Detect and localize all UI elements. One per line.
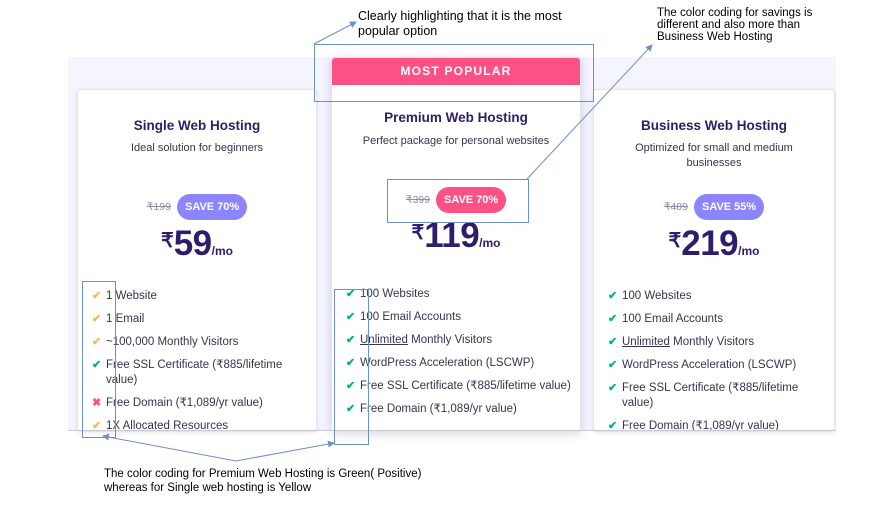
- check-icon: ✔: [92, 420, 102, 432]
- original-price: ₹399: [405, 194, 430, 206]
- feature-item: ✔ 1X Allocated Resources: [92, 419, 308, 432]
- feature-text: 100 Websites: [360, 288, 430, 300]
- feature-item: ✔ 100 Email Accounts: [608, 312, 826, 327]
- feature-text: Free Domain (₹1,089/yr value): [106, 397, 263, 409]
- annotation-color-coding-note: The color coding for Premium Web Hosting…: [104, 468, 422, 494]
- price-row: ₹399 SAVE 70%: [332, 187, 580, 213]
- plan-subtitle: Optimized for small and medium businesse…: [635, 142, 793, 169]
- feature-text: Unlimited Monthly Visitors: [622, 336, 755, 348]
- feature-item: ✔ WordPress Acceleration (LSCWP): [346, 356, 572, 371]
- feature-underlined-text: Unlimited: [622, 336, 670, 348]
- feature-text: Free SSL Certificate (₹885/lifetime valu…: [360, 380, 571, 392]
- plan-title: Premium Web Hosting: [384, 110, 528, 125]
- price-row: ₹199 SAVE 70%: [78, 194, 316, 220]
- feature-item: ✔ 100 Websites: [346, 287, 572, 302]
- feature-item: ✔ Free Domain (₹1,089/yr value): [608, 419, 826, 432]
- feature-list: ✔ 1 Website ✔ 1 Email ✔ ~100,000 Monthly Visi…: [92, 289, 308, 432]
- plan-price: ₹219/mo: [594, 224, 834, 264]
- plan-price: ₹59/mo: [78, 224, 316, 264]
- section-divider: [68, 430, 836, 431]
- check-icon: ✔: [346, 311, 356, 323]
- feature-text: Unlimited Monthly Visitors: [360, 334, 493, 346]
- save-badge: SAVE 70%: [176, 194, 248, 220]
- check-icon: ✔: [92, 290, 102, 302]
- feature-text: Free SSL Certificate (₹885/lifetime valu…: [106, 359, 283, 386]
- feature-list: ✔ 100 Websites ✔ 100 Email Accounts ✔ Unlimit…: [346, 287, 572, 425]
- price-amount: 59: [173, 224, 212, 263]
- feature-text: 100 Websites: [622, 290, 692, 302]
- plan-subtitle: Ideal solution for beginners: [130, 142, 264, 154]
- feature-text: Free Domain (₹1,089/yr value): [360, 403, 517, 415]
- arrow-to-single-icons: [102, 433, 237, 462]
- save-badge: SAVE 70%: [435, 187, 507, 213]
- check-icon: ✔: [92, 313, 102, 325]
- currency-symbol: ₹: [411, 222, 425, 244]
- plan-subtitle: Perfect package for personal websites: [362, 135, 550, 147]
- feature-list: ✔ 100 Websites ✔ 100 Email Accounts ✔ Unlimit…: [608, 289, 826, 432]
- check-icon: ✔: [608, 382, 618, 394]
- original-price: ₹489: [663, 201, 688, 213]
- feature-item: ✔ 1 Email: [92, 312, 308, 327]
- feature-item: ✔ 100 Websites: [608, 289, 826, 304]
- feature-item: ✔ Free SSL Certificate (₹885/lifetime val…: [346, 379, 572, 394]
- save-badge: SAVE 55%: [693, 194, 765, 220]
- price-amount: 219: [681, 224, 739, 263]
- annotation-highlight-single-icons: [82, 281, 116, 438]
- feature-text: 100 Email Accounts: [622, 313, 724, 325]
- check-icon: ✔: [608, 420, 618, 432]
- check-icon: ✔: [608, 313, 618, 325]
- feature-item: ✔ Free Domain (₹1,089/yr value): [346, 402, 572, 417]
- price-period: /mo: [211, 244, 233, 258]
- feature-item: ✔ WordPress Acceleration (LSCWP): [608, 358, 826, 373]
- arrow-to-premium-icons: [235, 440, 335, 462]
- currency-symbol: ₹: [668, 230, 682, 252]
- feature-item: ✔ Free SSL Certificate (₹885/lifetime val…: [92, 358, 308, 388]
- feature-item: ✔ 100 Email Accounts: [346, 310, 572, 325]
- arrow-to-popular-note: [313, 21, 357, 45]
- annotation-highlight-savings: [387, 179, 529, 223]
- feature-text: 1 Website: [106, 290, 157, 302]
- feature-text: ~100,000 Monthly Visitors: [106, 336, 239, 348]
- check-icon: ✔: [346, 357, 356, 369]
- cross-icon: ✖: [92, 397, 102, 409]
- plan-title: Business Web Hosting: [640, 118, 788, 133]
- price-row: ₹489 SAVE 55%: [594, 194, 834, 220]
- feature-item: ✖ Free Domain (₹1,089/yr value): [92, 396, 308, 411]
- feature-item: ✔ Unlimited Monthly Visitors: [346, 333, 572, 348]
- check-icon: ✔: [346, 288, 356, 300]
- feature-text: WordPress Acceleration (LSCWP): [360, 357, 535, 369]
- check-icon: ✔: [92, 336, 102, 348]
- currency-symbol: ₹: [160, 230, 174, 252]
- price-period: /mo: [738, 244, 760, 258]
- feature-item: ✔ 1 Website: [92, 289, 308, 304]
- check-icon: ✔: [608, 359, 618, 371]
- check-icon: ✔: [346, 403, 356, 415]
- feature-text: 100 Email Accounts: [360, 311, 462, 323]
- feature-text: Free SSL Certificate (₹885/lifetime valu…: [622, 382, 799, 409]
- feature-item: ✔ Free SSL Certificate (₹885/lifetime val…: [608, 381, 826, 411]
- annotation-popular-note: Clearly highlighting that it is the most…: [358, 9, 562, 38]
- check-icon: ✔: [346, 380, 356, 392]
- feature-text: WordPress Acceleration (LSCWP): [622, 359, 797, 371]
- plan-card-single[interactable]: Single Web Hosting Ideal solution for be…: [77, 89, 317, 432]
- annotation-highlight-premium-icons: [334, 289, 369, 445]
- check-icon: ✔: [608, 336, 618, 348]
- original-price: ₹199: [146, 201, 171, 213]
- plan-card-business[interactable]: Business Web Hosting Optimized for small…: [593, 89, 835, 432]
- price-period: /mo: [479, 236, 501, 250]
- annotation-savings-note: The color coding for savings is differen…: [657, 7, 813, 43]
- feature-text: 1X Allocated Resources: [106, 420, 229, 432]
- feature-underlined-text: Unlimited: [360, 334, 408, 346]
- annotation-highlight-popular: [314, 44, 594, 102]
- feature-text: Free Domain (₹1,089/yr value): [622, 420, 779, 432]
- check-icon: ✔: [92, 359, 102, 371]
- check-icon: ✔: [608, 290, 618, 302]
- feature-item: ✔ Unlimited Monthly Visitors: [608, 335, 826, 350]
- feature-item: ✔ ~100,000 Monthly Visitors: [92, 335, 308, 350]
- plan-title: Single Web Hosting: [133, 118, 261, 133]
- check-icon: ✔: [346, 334, 356, 346]
